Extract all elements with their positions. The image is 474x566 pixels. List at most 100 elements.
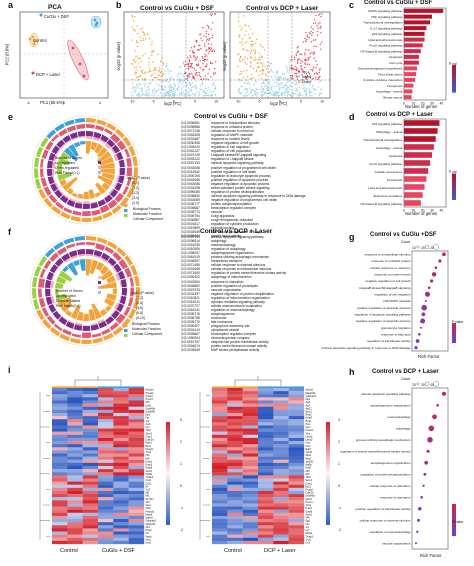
heatmap-right-scale-2: 2 [338, 440, 340, 444]
volcano-left-point [207, 87, 209, 89]
volcano-left-point [211, 94, 213, 97]
volcano-right-point [266, 85, 268, 87]
go-f-cat-swatch [124, 329, 128, 332]
heatmap-right-cell [288, 519, 305, 523]
go-f-ring-rich [100, 269, 114, 281]
volcano-right-point [318, 95, 321, 97]
heatmap-right-cell [258, 472, 274, 476]
heatmap-left-cell [113, 391, 129, 395]
go-f-legend-genes: Number of Genes [56, 289, 83, 293]
dot-g-count-legend [424, 244, 430, 250]
volcano-right-point [260, 55, 262, 57]
heatmap-right-cell [242, 531, 259, 535]
heatmap-right-cell [273, 388, 289, 392]
go-e-ring-down [116, 175, 120, 182]
volcano-left-point [151, 92, 154, 94]
heatmap-right-cell [273, 500, 289, 504]
heatmap-right-gene-label: Atf4 [306, 473, 311, 476]
go-f-term-name: autophagy [211, 239, 227, 244]
volcano-right-point [318, 93, 321, 95]
heatmap-left-gene-label: Chac1 [146, 436, 153, 438]
dot-g-dot [415, 339, 420, 343]
volcano-right-point [294, 68, 296, 71]
heatmap-left-cell [98, 447, 114, 451]
volcano-legend-dot [297, 75, 301, 78]
dot-h-term: intrinsic apoptotic signaling pathway [361, 392, 411, 396]
volcano-left-point [151, 41, 153, 43]
go-e-term-name: enzyme binding [211, 226, 235, 231]
kegg-c-xtick: 40 [439, 102, 443, 106]
volcano-left-point [178, 95, 181, 97]
volcano-right-point [268, 71, 270, 74]
heatmap-left-cell [113, 500, 129, 504]
volcano-right-point [290, 59, 292, 62]
volcano-left-point [184, 63, 186, 66]
pca-legend-dot-dcp [31, 71, 35, 75]
go-e-ring-category [92, 215, 103, 222]
volcano-right-point [292, 78, 294, 80]
heatmap-left-cell [82, 472, 99, 476]
heatmap-left-cell [113, 509, 129, 513]
heatmap-right-cell [258, 437, 274, 442]
go-e-term-name: intrinsic apoptotic signaling pathway in… [211, 193, 306, 198]
volcano-right-point [309, 77, 312, 79]
kegg-d-term: Autophagy - animal [376, 146, 403, 150]
dot-g-count-title: Count [401, 240, 411, 244]
heatmap-right-gene-label: Ctsb [306, 442, 311, 445]
heatmap-left-cell [98, 497, 114, 501]
go-e-term-name: positive regulation of cell death [211, 169, 257, 174]
heatmap-right-cell [212, 437, 228, 442]
volcano-left-point [134, 73, 136, 76]
volcano-left-xtick: -5 [151, 100, 154, 104]
go-e-term-name: protein autophosphorylation [211, 201, 252, 206]
volcano-right-point [302, 41, 304, 43]
go-e-term-id: GO:0007249 [181, 153, 200, 158]
go-f-ring-up [65, 321, 75, 329]
go-f-term-id: GO:0031668 [181, 267, 200, 272]
go-f-ring-pvalue [86, 242, 96, 246]
volcano-right-point [313, 51, 316, 53]
go-f-ring-category [92, 337, 104, 344]
volcano-right-point [301, 68, 303, 71]
volcano-right-point [304, 87, 306, 89]
volcano-left-point [137, 58, 139, 60]
volcano-right-point [256, 69, 258, 71]
volcano-left-point [156, 89, 158, 92]
go-e-ring-rich [86, 141, 92, 154]
panel-label-e: e [8, 112, 14, 122]
go-f-term-name: regulation of mitochondrion organization [211, 295, 270, 300]
volcano-right-point [302, 70, 305, 72]
heatmap-right-gene-label: Txnip [306, 505, 312, 507]
volcano-right-point [286, 86, 288, 89]
volcano-left-point [197, 63, 200, 65]
go-f-ring-down [118, 295, 122, 303]
heatmap-left-cell [113, 528, 129, 532]
heatmap-right-cell [242, 503, 259, 507]
volcano-right-point [270, 76, 273, 79]
kegg-c-xtick: 30 [430, 102, 434, 106]
heatmap-left-cell [67, 409, 83, 414]
heatmap-left-cell [52, 447, 68, 451]
volcano-left-point [198, 91, 201, 93]
go-f-ring-pvalue [71, 333, 82, 338]
volcano-left-point [165, 95, 167, 97]
go-f-term-id: GO:0000407 [181, 324, 200, 329]
volcano-left-point [205, 30, 208, 33]
heatmap-right-cell [212, 534, 228, 538]
volcano-left-point [169, 94, 172, 97]
heatmap-right-cell [288, 431, 305, 435]
heatmap-left-cell [113, 525, 129, 529]
go-f-ring-category [132, 298, 140, 309]
volcano-right-point [251, 43, 253, 45]
heatmap-right-cell [212, 512, 228, 517]
heatmap-right-cell [273, 519, 289, 523]
kegg-c-title: Control vs CuGlu + DSF [364, 0, 433, 6]
heatmap-left-cell [82, 490, 99, 495]
volcano-left-point [165, 65, 167, 67]
go-f-term-id: GO:0061919 [181, 255, 200, 260]
volcano-left-point [208, 25, 210, 28]
volcano-left-point [187, 75, 189, 78]
heatmap-right-cell [273, 400, 289, 404]
heatmap-right-cell [258, 494, 274, 498]
heatmap-left-cell [52, 528, 68, 532]
